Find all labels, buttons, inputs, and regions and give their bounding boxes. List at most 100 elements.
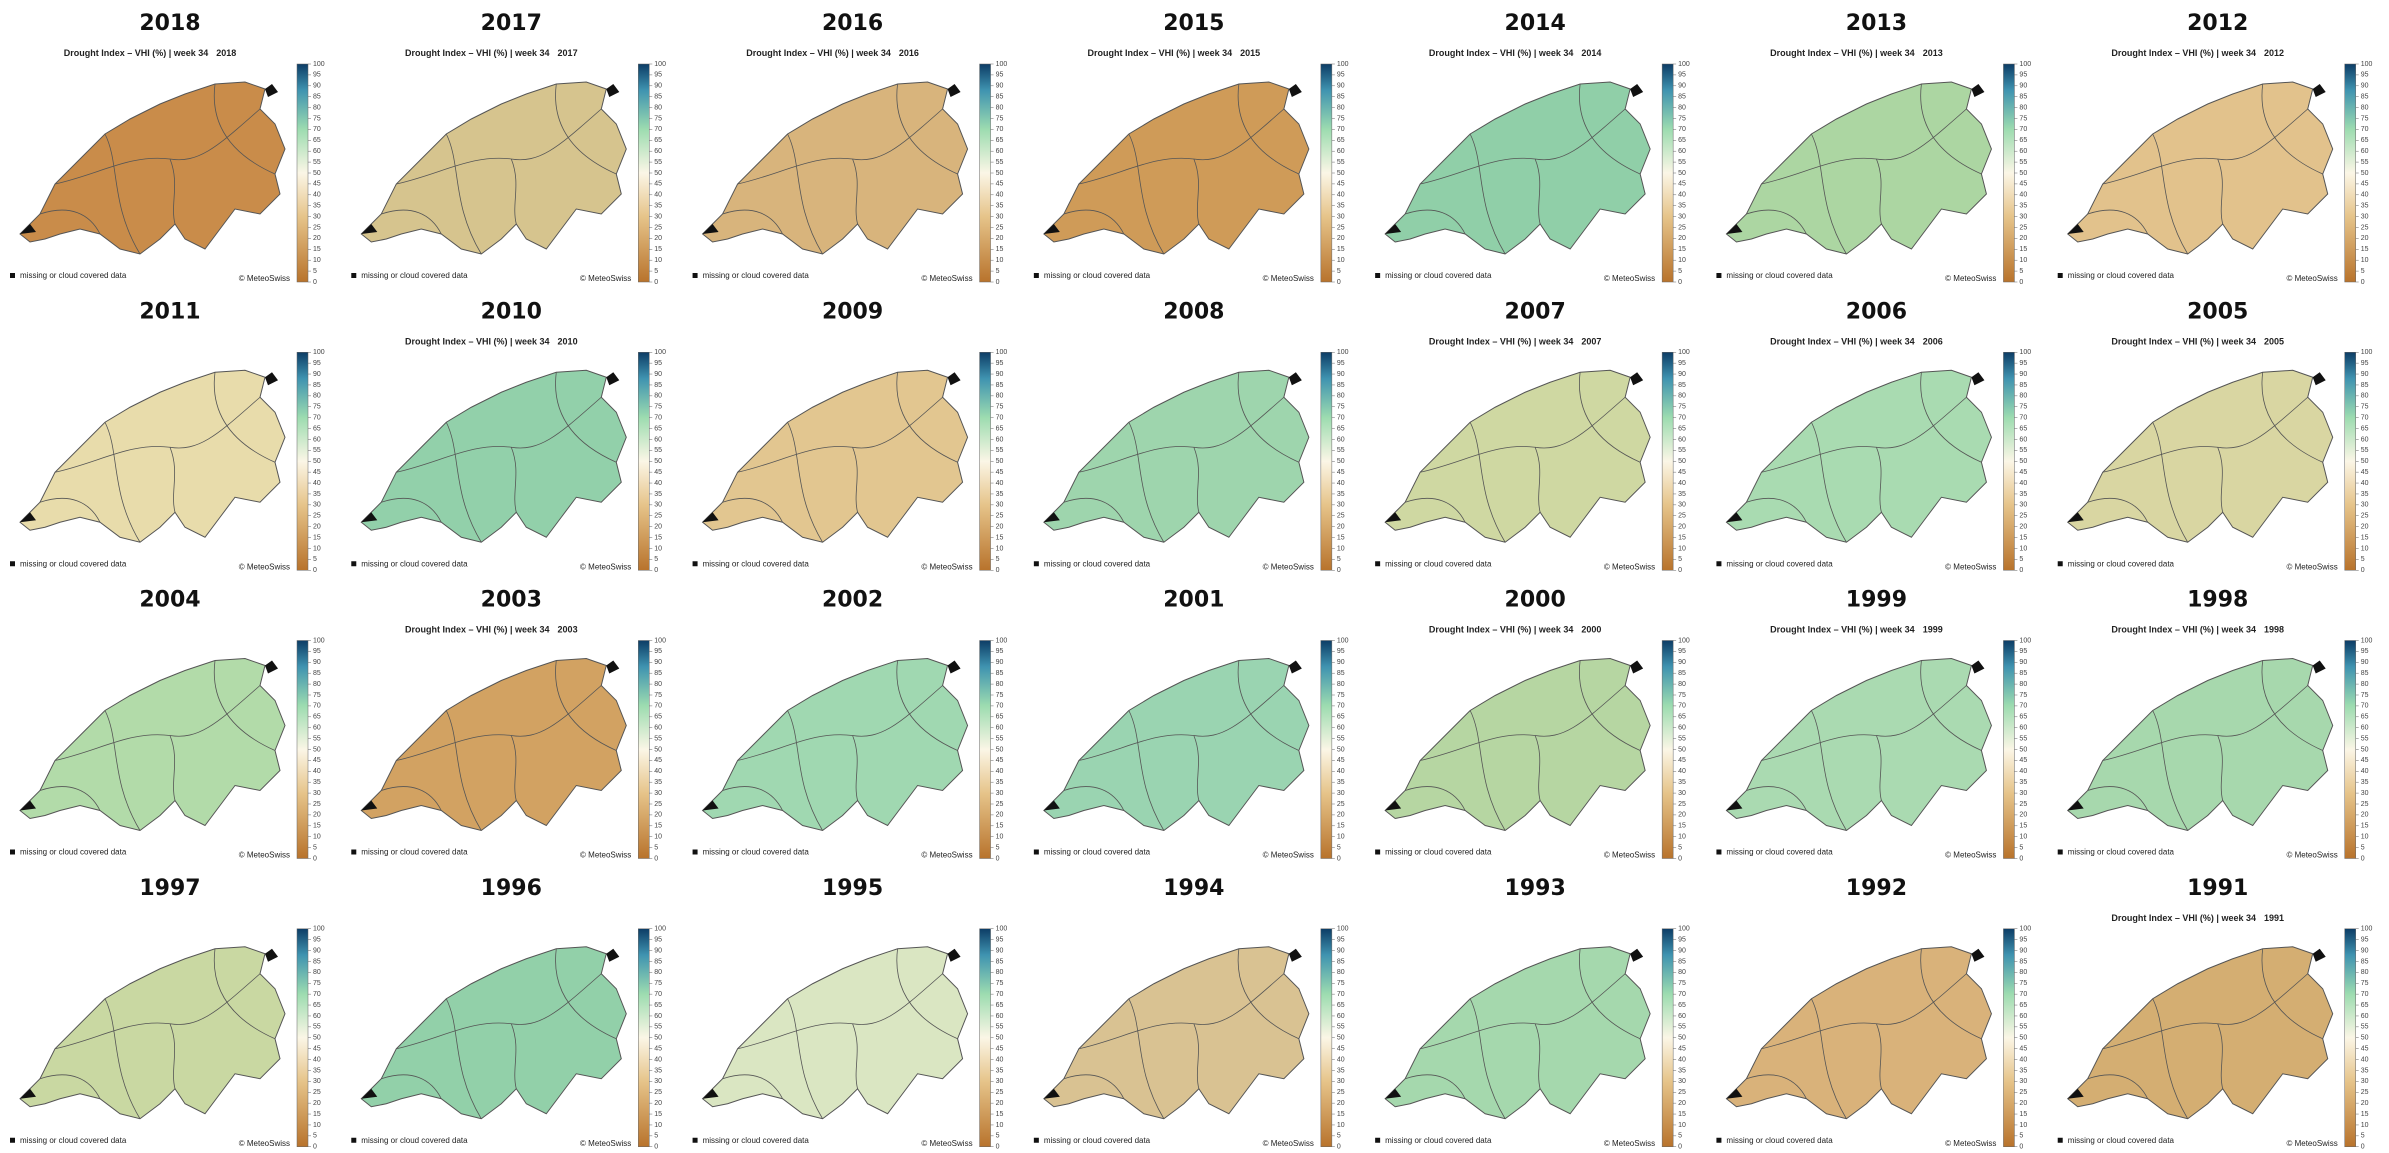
colorbar-tick-label: 55 <box>313 159 321 166</box>
colorbar-tick-label: 55 <box>1678 447 1686 454</box>
legend-swatch <box>10 273 15 278</box>
colorbar-tick-label: 25 <box>2019 513 2027 520</box>
map-panel: 2001 0 5 10 15 20 25 30 35 40 45 50 55 60 65 70 75 80 85 90… <box>1033 588 1349 862</box>
colorbar-tick-label: 55 <box>2019 447 2027 454</box>
colorbar-tick-label: 80 <box>996 104 1004 111</box>
colorbar-tick-label: 95 <box>1337 72 1345 79</box>
legend-swatch <box>1375 1137 1381 1143</box>
colorbar-tick-label: 65 <box>2019 1002 2027 1009</box>
colorbar-tick-label: 90 <box>654 371 662 378</box>
legend-swatch <box>1375 849 1381 855</box>
map <box>2067 946 2334 1120</box>
colorbar-tick-label: 10 <box>1337 834 1345 841</box>
colorbar-tick-label: 5 <box>2361 844 2365 851</box>
colorbar <box>979 352 991 571</box>
colorbar-tick-label: 60 <box>654 725 662 732</box>
colorbar-tick-label: 80 <box>313 393 321 400</box>
colorbar-tick-label: 30 <box>2019 790 2027 797</box>
colorbar-tick-label: 70 <box>1337 126 1345 133</box>
map-panel: 2007 Drought Index – VHI (%) | week 34 200… <box>1375 299 1690 574</box>
colorbar-tick-label: 75 <box>2019 980 2027 987</box>
colorbar-tick-label: 35 <box>313 1067 321 1074</box>
colorbar-tick-label: 70 <box>1678 991 1686 998</box>
colorbar-tick-label: 0 <box>996 279 1000 286</box>
legend-swatch <box>2057 1137 2063 1143</box>
map-title: Drought Index – VHI (%) | week 34 1998 <box>2111 625 2284 635</box>
colorbar-tick-label: 55 <box>996 447 1004 454</box>
colorbar-tick-label: 50 <box>654 1035 662 1042</box>
colorbar-tick-label: 40 <box>313 1056 321 1063</box>
colorbar-tick-label: 70 <box>2019 126 2027 133</box>
colorbar-tick-label: 75 <box>996 692 1004 699</box>
colorbar-tick-label: 20 <box>313 812 321 819</box>
colorbar-tick-label: 0 <box>2361 279 2365 286</box>
map <box>702 946 969 1120</box>
colorbar-tick-label: 65 <box>313 1002 321 1009</box>
colorbar-tick-label: 15 <box>1678 246 1686 253</box>
colorbar-tick-label: 75 <box>2019 115 2027 122</box>
map <box>19 658 286 831</box>
colorbar-tick-label: 50 <box>313 746 321 753</box>
colorbar-tick-label: 90 <box>2019 659 2027 666</box>
colorbar-tick-label: 60 <box>2361 1013 2369 1020</box>
colorbar-tick-label: 45 <box>2361 1045 2369 1052</box>
colorbar-tick-label: 0 <box>654 1144 658 1151</box>
colorbar-tick-label: 80 <box>1678 969 1686 976</box>
colorbar-tick-label: 90 <box>313 947 321 954</box>
colorbar-tick-label: 20 <box>2361 235 2369 242</box>
colorbar-tick-label: 75 <box>1678 692 1686 699</box>
colorbar-tick-label: 80 <box>2019 104 2027 111</box>
map-panel: 2016 Drought Index – VHI (%) | week 34 201… <box>692 11 1007 286</box>
colorbar-tick-label: 85 <box>654 670 662 677</box>
colorbar-tick-label: 80 <box>654 104 662 111</box>
colorbar-tick-label: 5 <box>2019 1133 2023 1140</box>
colorbar-tick-label: 95 <box>313 72 321 79</box>
colorbar-tick-label: 90 <box>996 83 1004 90</box>
legend-label: missing or cloud covered data <box>361 1136 468 1145</box>
colorbar-tick-label: 35 <box>313 779 321 786</box>
colorbar-tick-label: 80 <box>996 969 1004 976</box>
colorbar-tick-label: 100 <box>2019 637 2031 644</box>
credit: © MeteoSwiss <box>2286 851 2337 860</box>
colorbar-tick-label: 70 <box>1337 991 1345 998</box>
colorbar-tick-label: 95 <box>2019 936 2027 943</box>
colorbar-tick-label: 80 <box>313 681 321 688</box>
colorbar-tick-label: 60 <box>313 436 321 443</box>
colorbar-tick-label: 0 <box>313 855 317 862</box>
colorbar-tick-label: 5 <box>996 844 1000 851</box>
colorbar-tick-label: 35 <box>313 491 321 498</box>
colorbar-tick-label: 90 <box>1337 371 1345 378</box>
legend-swatch <box>2057 561 2063 567</box>
colorbar-tick-label: 70 <box>1678 126 1686 133</box>
colorbar-tick-label: 35 <box>654 203 662 210</box>
colorbar-tick-label: 45 <box>1337 1045 1345 1052</box>
colorbar-tick-label: 10 <box>2361 257 2369 264</box>
colorbar <box>1661 640 1674 859</box>
colorbar-tick-label: 5 <box>1337 1133 1341 1140</box>
map <box>1384 81 1651 255</box>
legend-swatch <box>1033 561 1039 567</box>
colorbar-tick-label: 95 <box>996 648 1004 655</box>
colorbar-tick-label: 15 <box>313 823 321 830</box>
colorbar-tick-label: 55 <box>654 1024 662 1031</box>
colorbar-tick-label: 100 <box>2019 61 2031 68</box>
colorbar-tick-label: 5 <box>2019 556 2023 563</box>
colorbar-tick-label: 30 <box>654 213 662 220</box>
map <box>360 658 627 831</box>
colorbar-tick-label: 90 <box>2361 659 2369 666</box>
colorbar-tick-label: 60 <box>313 725 321 732</box>
colorbar-tick-label: 30 <box>2019 502 2027 509</box>
colorbar-tick-label: 60 <box>2019 725 2027 732</box>
legend-label: missing or cloud covered data <box>2068 271 2175 280</box>
colorbar-tick-label: 100 <box>1337 637 1349 644</box>
colorbar-tick-label: 70 <box>654 991 662 998</box>
colorbar-tick-label: 80 <box>654 393 662 400</box>
map-panel: 2011 0 5 10 15 20 25 30 35 40 45 50 55 60 65 70 75 80 85 90… <box>10 299 325 574</box>
colorbar-tick-label: 5 <box>313 556 317 563</box>
colorbar-tick-label: 10 <box>996 834 1004 841</box>
credit: © MeteoSwiss <box>1604 562 1655 571</box>
credit: © MeteoSwiss <box>1263 1139 1314 1148</box>
colorbar-tick-label: 60 <box>1678 148 1686 155</box>
map <box>1725 369 1992 543</box>
